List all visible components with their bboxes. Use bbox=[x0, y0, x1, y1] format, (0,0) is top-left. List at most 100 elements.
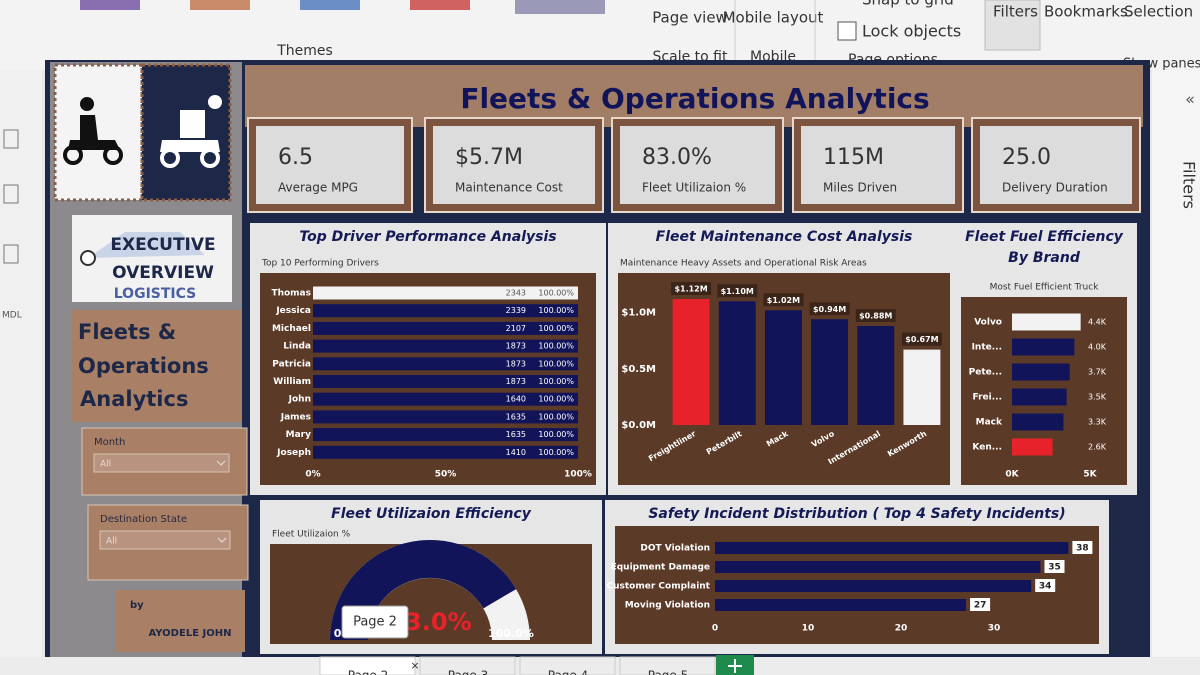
checkbox[interactable] bbox=[837, 21, 857, 41]
logo-text: OVERVIEW bbox=[112, 263, 214, 283]
count-label: 1640 bbox=[506, 395, 526, 404]
x-tick-label: 0% bbox=[305, 470, 320, 480]
category-label: John bbox=[288, 395, 311, 405]
bar bbox=[718, 301, 756, 425]
pane-label: MDL bbox=[2, 311, 22, 321]
icon bbox=[160, 110, 220, 152]
dropdown[interactable] bbox=[99, 530, 231, 550]
theme-swatch[interactable] bbox=[190, 0, 250, 10]
slicer-label: Destination State bbox=[100, 514, 187, 525]
category-label: Pete... bbox=[969, 368, 1002, 378]
tooltip bbox=[341, 605, 409, 639]
category-label: Volvo bbox=[974, 318, 1002, 328]
slicer-label: Month bbox=[94, 437, 125, 448]
page-tab[interactable] bbox=[419, 656, 516, 675]
ribbon-button[interactable]: Selection bbox=[1124, 3, 1193, 21]
kpi-label: Miles Driven bbox=[823, 181, 897, 195]
category-label: Thomas bbox=[271, 289, 311, 299]
kpi-value: 6.5 bbox=[278, 145, 313, 170]
bar bbox=[313, 428, 578, 442]
category-label: Linda bbox=[283, 342, 311, 352]
pane-button[interactable] bbox=[984, 0, 1041, 51]
bar bbox=[313, 321, 578, 335]
bar bbox=[1012, 388, 1067, 406]
category-label: Michael bbox=[272, 324, 311, 334]
value-label: 100.00% bbox=[538, 324, 574, 333]
chart-title: Fleet Maintenance Cost Analysis bbox=[655, 229, 913, 245]
bar bbox=[715, 542, 1069, 554]
count-label: 2339 bbox=[506, 306, 526, 315]
chevron bbox=[216, 460, 226, 466]
kpi-inner bbox=[801, 126, 955, 204]
dashboard-title: Fleets & Operations Analytics bbox=[460, 82, 929, 115]
chart-subtitle: Fleet Utilizaion % bbox=[272, 530, 351, 540]
bar bbox=[1012, 313, 1081, 331]
count-label: 2343 bbox=[506, 289, 526, 298]
tooltip-text: Page 2 bbox=[353, 615, 397, 630]
value-label: $0.67M bbox=[905, 335, 938, 344]
y-tick-label: $0.0M bbox=[621, 420, 656, 431]
category-label: William bbox=[273, 377, 311, 387]
ribbon-button[interactable]: Filters bbox=[993, 3, 1038, 21]
bar bbox=[313, 375, 578, 388]
dropdown[interactable] bbox=[93, 453, 230, 473]
kpi-inner bbox=[620, 126, 775, 204]
chart-title: Safety Incident Distribution ( Top 4 Saf… bbox=[648, 506, 1066, 522]
bar bbox=[313, 392, 578, 406]
overlay: Page 2 bbox=[341, 605, 409, 639]
gauge-value bbox=[329, 539, 517, 640]
count-label: 2107 bbox=[506, 324, 526, 333]
theme-swatch[interactable] bbox=[80, 0, 140, 10]
ribbon-button[interactable]: Mobile layout bbox=[723, 9, 824, 27]
value-label-box bbox=[763, 293, 804, 307]
chart-panel: Fleet Maintenance Cost Analysis Maintenan… bbox=[608, 223, 960, 495]
ribbon-button[interactable]: Bookmarks bbox=[1044, 3, 1128, 21]
value-label: 100.00% bbox=[538, 289, 574, 298]
x-tick-label: 5K bbox=[1083, 470, 1097, 480]
value-label-box bbox=[809, 302, 850, 316]
page-tab-label: Page 2 bbox=[348, 669, 389, 675]
bar bbox=[672, 299, 710, 425]
ribbon-button[interactable]: Lock objects bbox=[862, 22, 961, 41]
tabs: Page 2 Page 3 Page 4 Page 5 × bbox=[319, 656, 716, 675]
sidebar-title-panel bbox=[72, 310, 242, 422]
chart-panel: Fleet Fuel Efficiency By Brand Most Fuel … bbox=[951, 223, 1137, 495]
x-tick-label: 0K bbox=[1005, 470, 1019, 480]
chart-title: Fleet Utilizaion Efficiency bbox=[331, 506, 531, 522]
kpi-label: Maintenance Cost bbox=[455, 181, 563, 195]
close-tab[interactable]: × bbox=[410, 659, 419, 672]
pane-icon[interactable] bbox=[3, 129, 19, 149]
pane-icon[interactable] bbox=[3, 244, 19, 264]
page-tab[interactable] bbox=[619, 656, 716, 675]
category-label: Equipment Damage bbox=[611, 563, 710, 573]
kpi-inner bbox=[256, 126, 404, 204]
bar bbox=[1012, 413, 1064, 431]
ribbon-button[interactable]: Snap to grid bbox=[862, 0, 954, 9]
sidebar-title: Fleets & bbox=[78, 320, 176, 344]
value-label-box bbox=[1044, 560, 1065, 573]
count-label: 1873 bbox=[506, 377, 526, 386]
filters-pane[interactable]: Filters bbox=[1180, 161, 1199, 209]
pane-icon[interactable] bbox=[3, 184, 19, 204]
value-label: $0.94M bbox=[813, 305, 846, 314]
icon bbox=[68, 115, 120, 150]
collapse-icon[interactable]: « bbox=[1185, 90, 1195, 109]
x-tick-label: 0 bbox=[712, 624, 718, 634]
theme-swatch[interactable] bbox=[300, 0, 360, 10]
y-tick-label: $1.0M bbox=[621, 308, 656, 319]
category-label: Frei... bbox=[973, 393, 1002, 403]
category-label: DOT Violation bbox=[640, 544, 710, 554]
theme-swatch[interactable] bbox=[515, 0, 605, 14]
chart-panel: Top Driver Performance Analysis Top 10 Pe… bbox=[250, 223, 606, 495]
logo-executive bbox=[72, 215, 232, 302]
category-label: Ken... bbox=[972, 443, 1002, 453]
ribbon-button[interactable]: Page view bbox=[652, 9, 728, 27]
bar bbox=[313, 286, 578, 300]
value-label: $1.02M bbox=[767, 296, 800, 305]
page-tab[interactable] bbox=[519, 656, 616, 675]
charts: Top Driver Performance Analysis Top 10 Pe… bbox=[250, 223, 1137, 654]
page-tab[interactable] bbox=[319, 656, 416, 675]
theme-swatch[interactable] bbox=[410, 0, 470, 10]
value-label: 100.00% bbox=[538, 448, 574, 457]
